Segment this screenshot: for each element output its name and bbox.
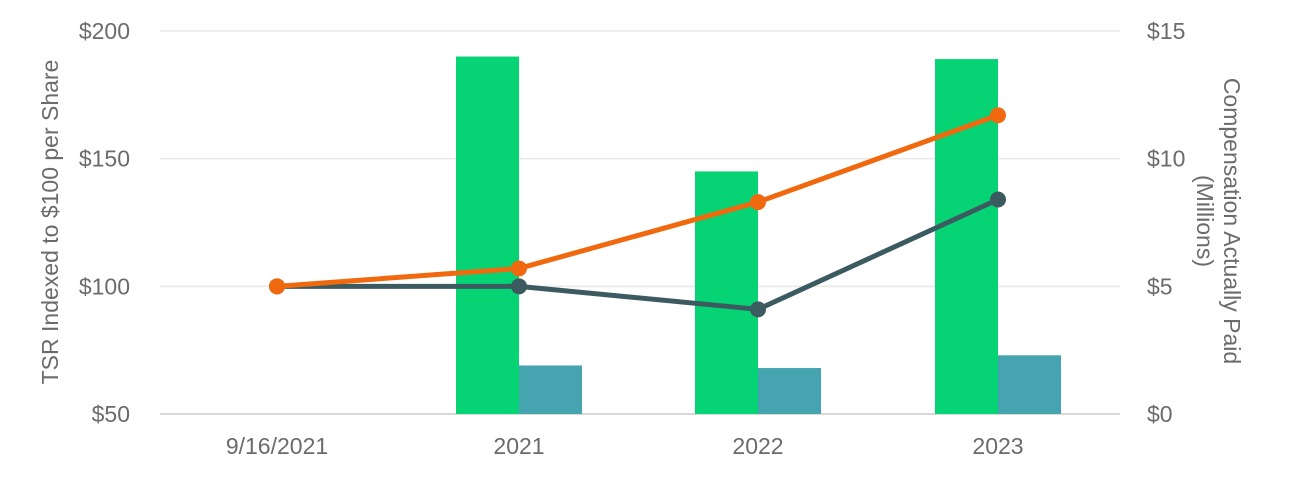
right-axis-tick-15: $15: [1147, 18, 1185, 44]
dark-line-point-2023: [990, 191, 1006, 208]
teal-bars-2021: [519, 365, 582, 414]
right-axis-title-line2: (Millions): [1192, 175, 1218, 267]
dark-line-point-2021: [511, 278, 527, 295]
right-axis-tick-5: $5: [1147, 273, 1173, 299]
orange-line-point-2022: [750, 194, 766, 211]
green-bars-2022: [695, 171, 758, 414]
orange-line-path: [274, 112, 1001, 289]
x-axis-label-2021: 2021: [493, 433, 544, 459]
x-axis-label-9/16/2021: 9/16/2021: [226, 433, 328, 459]
green-bars-2023: [935, 59, 998, 414]
right-axis-tick-10: $10: [1147, 146, 1185, 172]
left-axis-tick-50: $50: [92, 401, 130, 427]
left-axis-tick-200: $200: [79, 18, 130, 44]
orange-line-point-2021: [511, 260, 527, 277]
right-axis-tick-0: $0: [1147, 401, 1173, 427]
left-axis-tick-150: $150: [79, 146, 130, 172]
x-axis-label-2023: 2023: [972, 433, 1023, 459]
orange-line-point-9/16/2021: [269, 278, 285, 295]
left-axis-tick-100: $100: [79, 273, 130, 299]
teal-bars-2022: [758, 368, 821, 414]
dark-line-point-2022: [750, 301, 766, 318]
right-axis-title-line1: Compensation Actually Paid: [1219, 78, 1245, 364]
green-bars-2021: [456, 56, 519, 415]
teal-bars-2023: [998, 355, 1061, 414]
orange-line-point-2023: [990, 107, 1006, 124]
left-axis-title: TSR Indexed to $100 per Share: [37, 60, 63, 385]
x-axis-label-2022: 2022: [732, 433, 783, 459]
dark-line-path: [274, 197, 1001, 312]
